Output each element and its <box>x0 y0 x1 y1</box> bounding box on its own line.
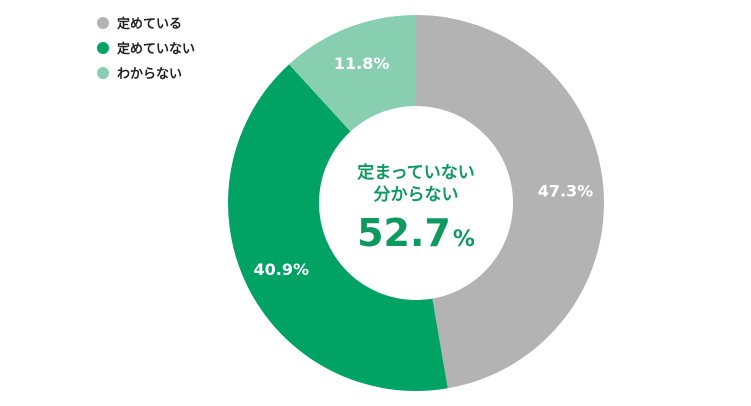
legend-swatch-defined <box>97 16 109 29</box>
legend-item-unknown: わからない <box>97 60 195 85</box>
center-value-number: 52.7 <box>357 211 451 255</box>
legend-label-not-defined: 定めていない <box>117 42 196 57</box>
legend-item-not-defined: 定めていない <box>97 35 195 60</box>
center-value-unit: % <box>453 227 475 252</box>
slice-label-3: 11.8% <box>334 54 390 73</box>
donut-hole <box>319 106 513 300</box>
legend-item-defined: 定めている <box>97 10 195 35</box>
slice-label-2: 40.9% <box>254 260 310 279</box>
slice-label-1: 47.3% <box>538 181 594 200</box>
legend-swatch-not-defined <box>97 41 109 54</box>
legend-label-defined: 定めている <box>117 17 183 32</box>
slice-labels: 47.3% 40.9% 11.8% <box>254 54 594 279</box>
legend-label-unknown: わからない <box>117 67 183 82</box>
legend-swatch-unknown <box>97 66 109 79</box>
center-value: 52.7% <box>357 211 475 255</box>
center-text-line1: 定まっていない <box>357 162 474 183</box>
chart-legend: 定めている 定めていない わからない <box>97 10 195 85</box>
center-text-line2: 分からない <box>374 185 459 205</box>
